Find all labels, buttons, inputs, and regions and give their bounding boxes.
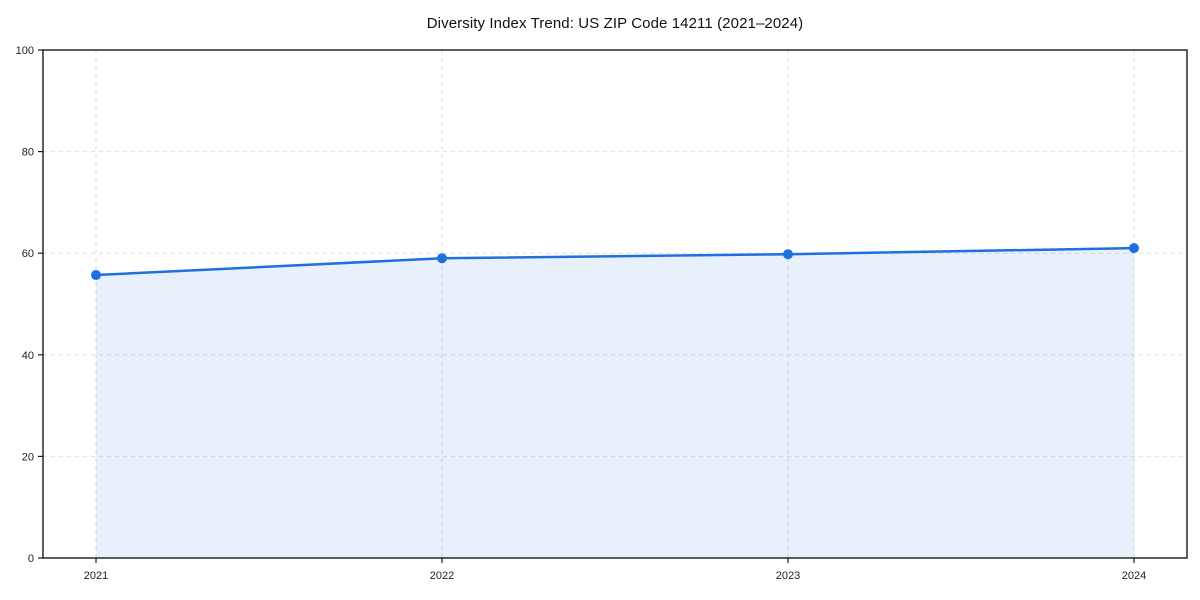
series-line (94, 246, 1136, 277)
y-tick-label: 60 (22, 248, 34, 260)
data-point-marker (91, 270, 101, 281)
y-tick-label: 80 (22, 147, 34, 159)
plot-border (42, 49, 1188, 559)
y-tick-label: 20 (22, 451, 34, 463)
x-tick-label: 2024 (1122, 570, 1146, 582)
y-tick-label: 100 (16, 45, 34, 57)
data-point-marker (437, 253, 447, 264)
data-point-marker (783, 249, 793, 260)
x-tick-label: 2021 (84, 570, 108, 582)
x-tick-label: 2023 (776, 570, 800, 582)
data-point-marker (1129, 243, 1139, 254)
x-tick-label: 2022 (430, 570, 454, 582)
y-tick-label: 40 (22, 350, 34, 362)
chart-title: Diversity Index Trend: US ZIP Code 14211… (426, 15, 804, 32)
series-area-fill (96, 248, 1134, 558)
y-tick-label: 0 (28, 553, 34, 565)
